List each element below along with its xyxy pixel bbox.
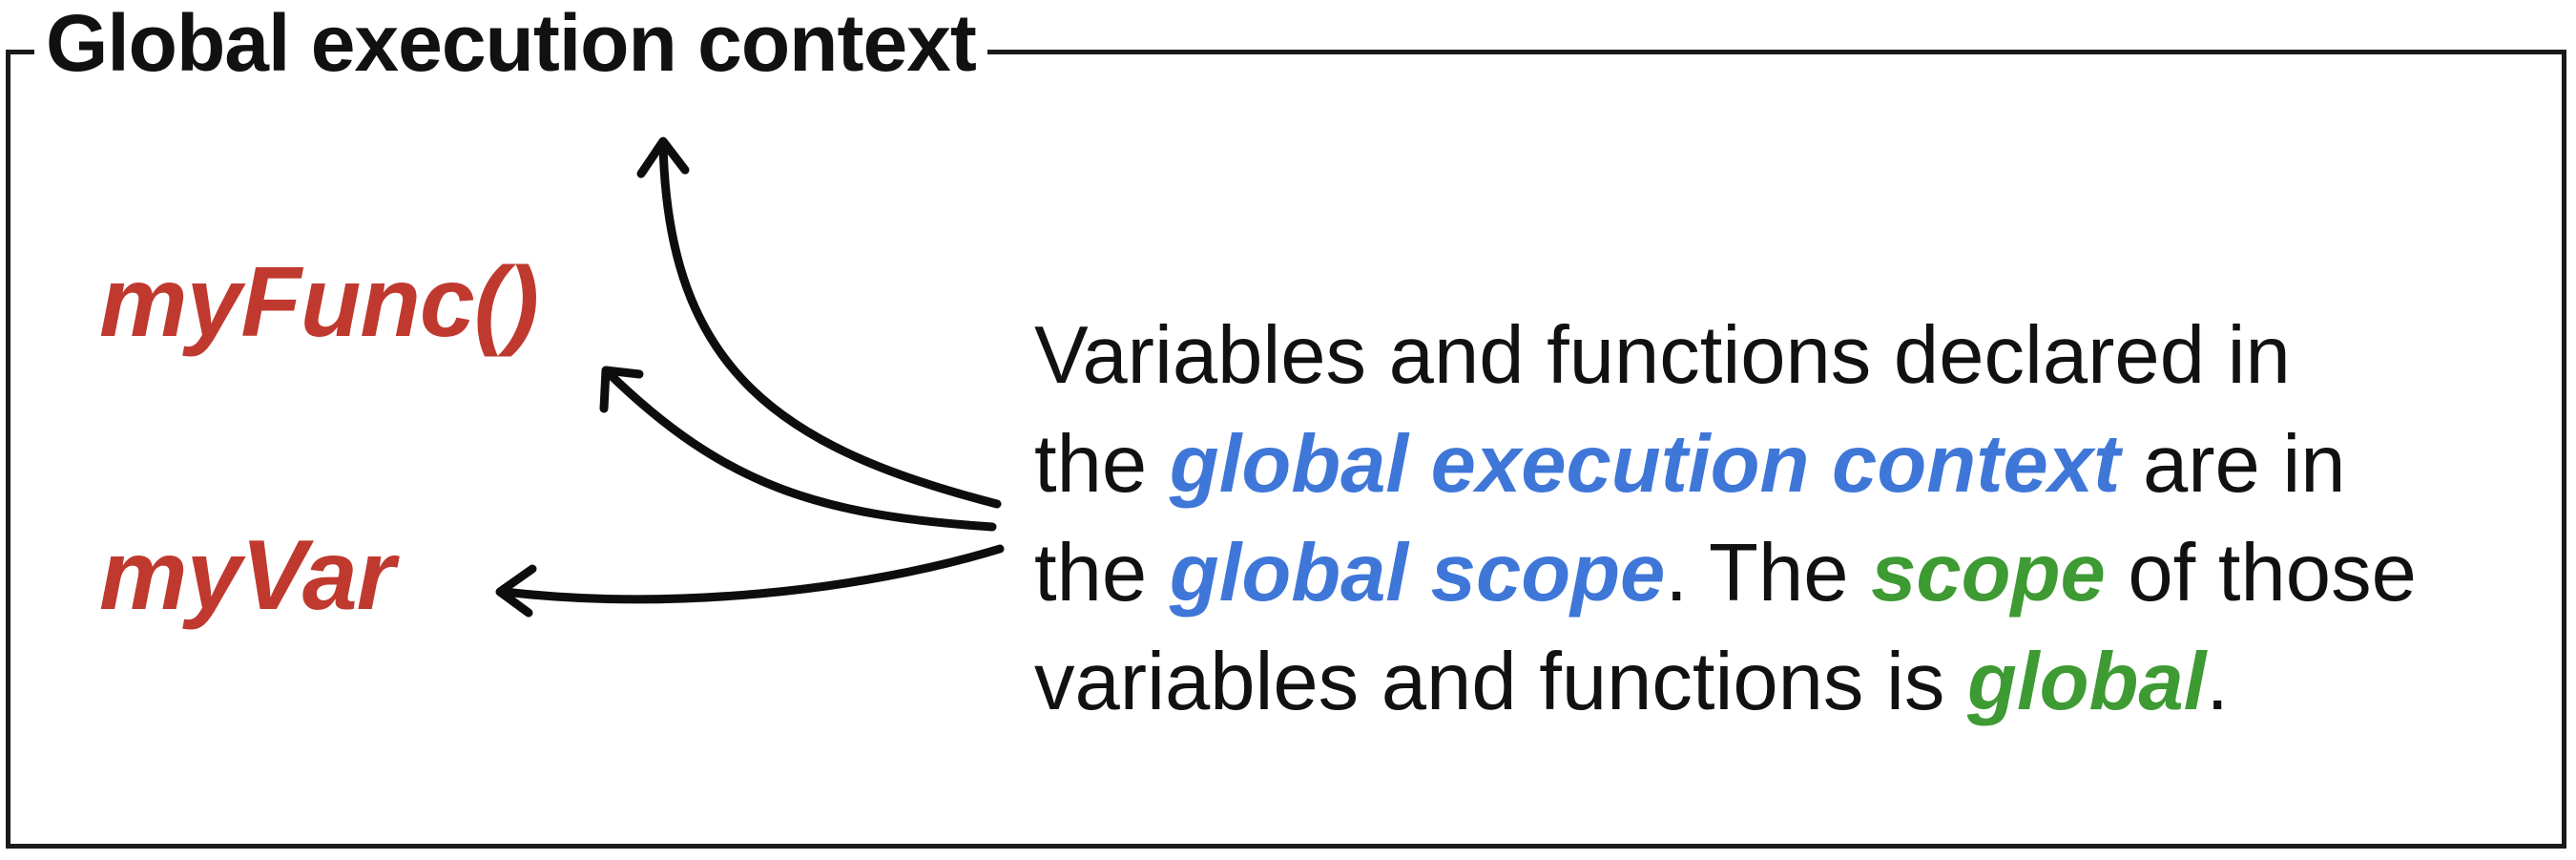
explanation-text-segment: are in (2120, 419, 2346, 510)
code-label-myfunc: myFunc() (99, 247, 539, 358)
highlight-blue: global execution context (1169, 419, 2121, 510)
arrow-to-myvar (499, 544, 1005, 604)
explanation-line: the global execution context are in (1034, 410, 2551, 519)
explanation-text-segment: . The (1665, 528, 1872, 619)
highlight-blue: global scope (1169, 528, 1666, 619)
explanation-text-segment: the (1034, 419, 1170, 510)
explanation-text-segment: Variables and functions declared in (1034, 310, 2291, 401)
arrowhead-to-myfunc (599, 366, 644, 413)
arrowhead-to-myvar (495, 564, 537, 618)
explanation-line: variables and functions is global. (1034, 628, 2551, 737)
explanation-line: Variables and functions declared in (1034, 302, 2551, 410)
explanation-text: Variables and functions declared in the g… (1034, 302, 2551, 737)
explanation-text-segment: the (1034, 528, 1170, 619)
highlight-green: global (1967, 637, 2207, 727)
arrowhead-to-context (636, 136, 690, 178)
arrow-to-context (658, 138, 1002, 509)
explanation-text-segment: variables and functions is (1034, 637, 1968, 727)
explanation-line: the global scope. The scope of those (1034, 519, 2551, 628)
explanation-text-segment: of those (2105, 528, 2417, 619)
highlight-green: scope (1871, 528, 2106, 619)
global-context-frame (6, 50, 2566, 849)
frame-title: Global execution context (34, 0, 987, 86)
arrow-to-myfunc (603, 367, 997, 532)
code-label-myvar: myVar (99, 520, 395, 631)
explanation-text-segment: . (2206, 637, 2229, 727)
